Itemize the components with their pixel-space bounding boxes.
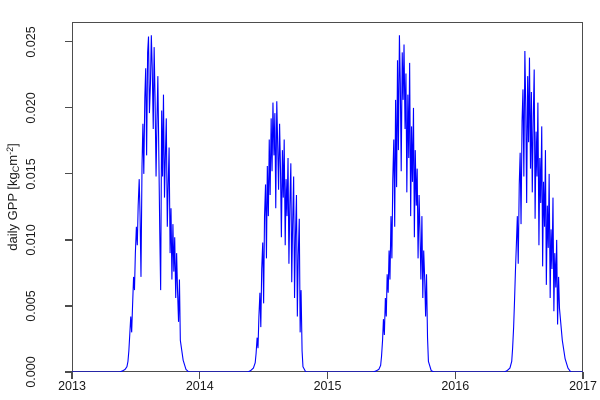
x-tick-label-2: 2015 xyxy=(313,379,342,393)
y-axis-title-superscript: -2 xyxy=(4,146,15,155)
x-tick-label-0: 2013 xyxy=(58,379,86,393)
y-tick-label-text-2: 0.010 xyxy=(24,224,38,256)
y-tick-label-4: 0.020 xyxy=(0,92,62,123)
y-tick-label-text-3: 0.015 xyxy=(24,158,38,190)
y-tick-label-text-0: 0.000 xyxy=(24,356,38,388)
x-tick-3 xyxy=(454,372,456,379)
y-tick-label-5: 0.025 xyxy=(0,26,62,57)
y-tick-3 xyxy=(65,173,72,175)
x-tick-4 xyxy=(582,372,584,379)
y-tick-label-3: 0.015 xyxy=(0,158,62,189)
y-tick-label-0: 0.000 xyxy=(0,356,62,387)
y-tick-4 xyxy=(65,107,72,109)
plot-canvas xyxy=(72,22,583,372)
x-tick-0 xyxy=(71,372,73,379)
data-series-daily-gpp xyxy=(72,35,583,372)
x-tick-label-3: 2016 xyxy=(441,379,470,393)
x-tick-1 xyxy=(199,372,201,379)
y-tick-label-1: 0.005 xyxy=(0,290,62,321)
y-tick-label-text-1: 0.005 xyxy=(24,290,38,322)
y-tick-label-2: 0.010 xyxy=(0,224,62,255)
x-tick-2 xyxy=(326,372,329,379)
y-tick-label-text-5: 0.025 xyxy=(24,26,38,58)
y-tick-0 xyxy=(65,371,72,373)
y-tick-1 xyxy=(65,305,72,307)
y-tick-label-text-4: 0.020 xyxy=(24,92,38,124)
x-tick-label-4: 2017 xyxy=(569,379,597,393)
y-tick-2 xyxy=(65,239,72,241)
x-tick-label-1: 2014 xyxy=(185,379,214,393)
y-tick-5 xyxy=(65,41,72,43)
y-axis-title: daily GPP [kgCm-2] xyxy=(0,0,26,400)
